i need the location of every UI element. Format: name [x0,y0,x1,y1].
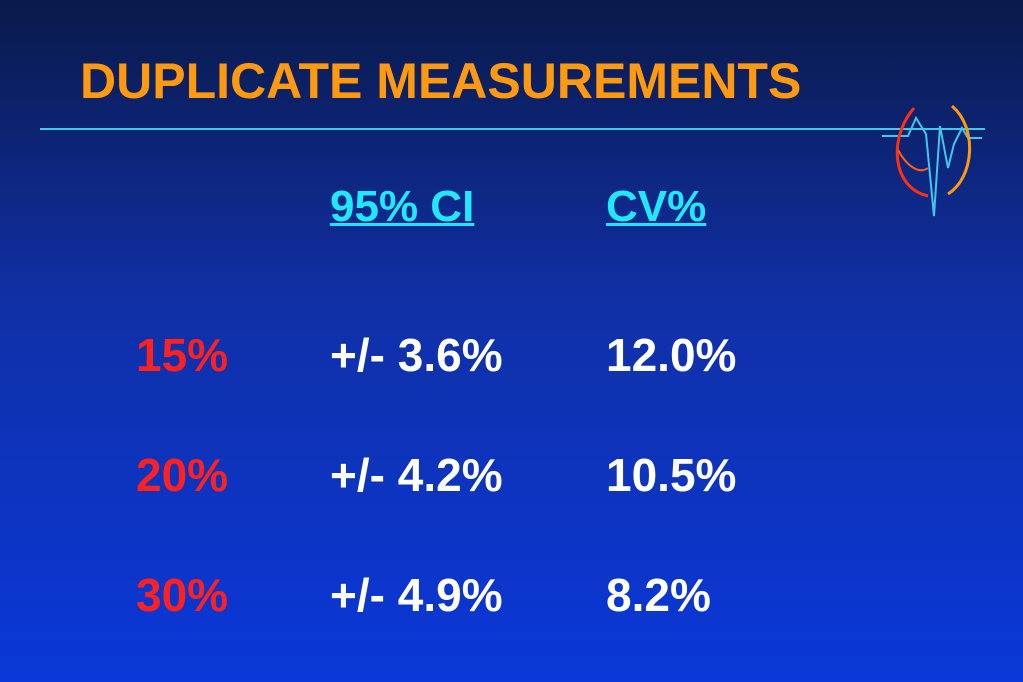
row-label: 30% [136,569,229,621]
cell: +/- 3.6% [330,329,503,381]
cell: +/- 4.2% [330,449,503,501]
cell: 12.0% [606,329,737,381]
cell: 10.5% [606,449,737,501]
logo [882,104,982,217]
row-label: 20% [136,449,229,501]
cell: +/- 4.9% [330,569,503,621]
divider [40,128,985,130]
column-header: 95% CI [330,182,475,231]
title: DUPLICATE MEASUREMENTS [80,53,802,109]
row-label: 15% [136,329,229,381]
cell: 8.2% [606,569,711,621]
column-header: CV% [606,182,707,231]
